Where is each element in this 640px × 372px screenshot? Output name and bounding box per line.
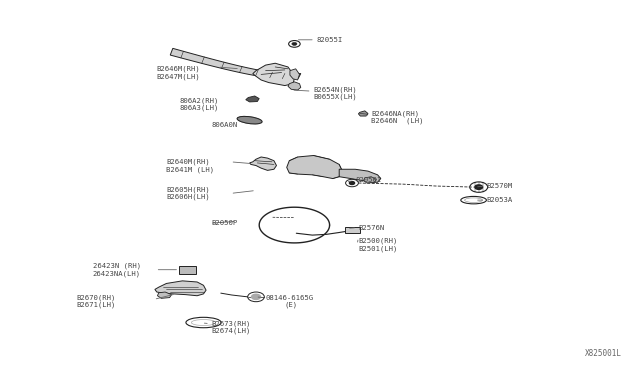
- Polygon shape: [288, 82, 301, 90]
- Text: B2646N  (LH): B2646N (LH): [371, 118, 424, 124]
- Text: B2501(LH): B2501(LH): [358, 245, 398, 252]
- Circle shape: [292, 42, 297, 45]
- Text: B2673(RH): B2673(RH): [211, 320, 251, 327]
- Text: 806A0N: 806A0N: [211, 122, 237, 128]
- Text: B2654N(RH): B2654N(RH): [314, 86, 357, 93]
- Text: 806A3(LH): 806A3(LH): [179, 105, 219, 111]
- Polygon shape: [170, 48, 301, 79]
- Polygon shape: [358, 111, 368, 116]
- Text: B2640M(RH): B2640M(RH): [166, 158, 210, 165]
- Text: B2646M(RH): B2646M(RH): [157, 65, 200, 72]
- Circle shape: [348, 228, 356, 233]
- Text: B2053A: B2053A: [486, 197, 513, 203]
- Text: 82055I: 82055I: [317, 37, 343, 43]
- Text: 08146-6165G: 08146-6165G: [266, 295, 314, 301]
- Text: B2605H(RH): B2605H(RH): [166, 186, 210, 193]
- Polygon shape: [155, 281, 206, 296]
- Text: B2606H(LH): B2606H(LH): [166, 194, 210, 201]
- Polygon shape: [287, 155, 342, 179]
- Text: 26423NA(LH): 26423NA(LH): [93, 270, 141, 277]
- Text: B2576N: B2576N: [358, 225, 385, 231]
- Text: B2671(LH): B2671(LH): [77, 302, 116, 308]
- Polygon shape: [290, 69, 300, 80]
- Text: 806A2(RH): 806A2(RH): [179, 97, 219, 104]
- Text: B2500(RH): B2500(RH): [358, 238, 398, 244]
- Polygon shape: [250, 157, 276, 170]
- Circle shape: [475, 185, 483, 189]
- Polygon shape: [364, 177, 376, 183]
- Text: B2050P: B2050P: [211, 220, 237, 226]
- Text: X825001L: X825001L: [585, 349, 622, 358]
- Text: 82050I: 82050I: [355, 177, 381, 183]
- Polygon shape: [339, 169, 381, 182]
- Polygon shape: [157, 292, 172, 298]
- Text: B0655X(LH): B0655X(LH): [314, 93, 357, 100]
- FancyBboxPatch shape: [179, 266, 196, 274]
- Circle shape: [349, 182, 355, 185]
- Ellipse shape: [237, 116, 262, 124]
- Polygon shape: [253, 63, 294, 86]
- FancyBboxPatch shape: [345, 227, 360, 232]
- Text: B2570M: B2570M: [486, 183, 513, 189]
- Text: 26423N (RH): 26423N (RH): [93, 263, 141, 269]
- Text: B2647M(LH): B2647M(LH): [157, 74, 200, 80]
- Text: B2646NA(RH): B2646NA(RH): [371, 110, 419, 117]
- Circle shape: [252, 294, 260, 299]
- Text: B2670(RH): B2670(RH): [77, 294, 116, 301]
- Text: B2641M (LH): B2641M (LH): [166, 166, 214, 173]
- Text: B2674(LH): B2674(LH): [211, 328, 251, 334]
- Polygon shape: [246, 96, 259, 102]
- Text: (E): (E): [285, 302, 298, 308]
